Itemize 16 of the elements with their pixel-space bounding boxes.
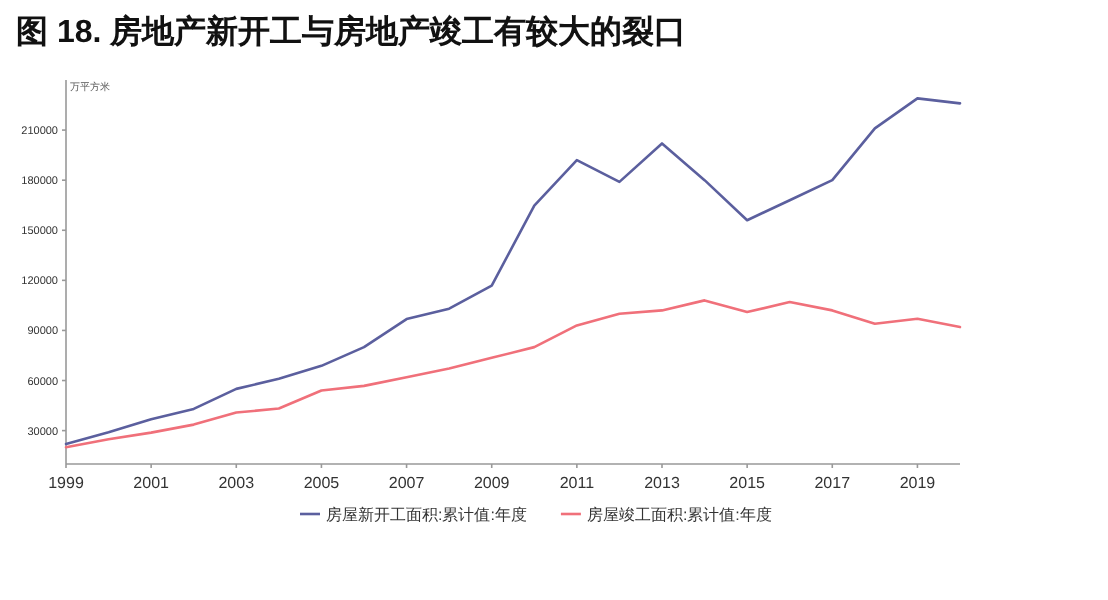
line-series [64,97,962,446]
chart-title: 图 18. 房地产新开工与房地产竣工有较大的裂口 [16,12,687,50]
x-tick-label: 2011 [559,474,596,492]
legend-label: 房屋新开工面积:累计值:年度 [326,506,527,524]
x-tick-label: 2003 [218,474,256,492]
legend-label: 房屋竣工面积:累计值:年度 [586,506,772,524]
x-tick-label: 2015 [729,474,767,492]
x-tick-label: 2013 [644,474,681,492]
x-tick-label: 2007 [388,474,426,492]
x-tick-label: 2009 [473,474,511,492]
line-series [64,299,962,449]
x-tick-label: 2017 [814,474,852,492]
x-tick-label: 2019 [899,474,937,492]
x-tick-label: 1999 [48,474,85,492]
x-tick-label: 2005 [303,474,341,492]
x-tick-label: 2001 [133,474,171,492]
